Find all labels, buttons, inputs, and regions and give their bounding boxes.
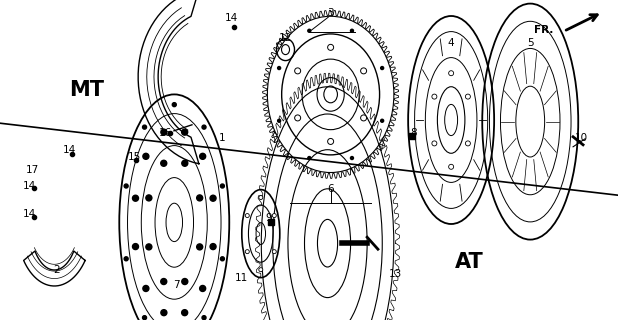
Text: 7: 7 — [173, 280, 179, 290]
Circle shape — [143, 153, 149, 159]
Circle shape — [273, 213, 276, 218]
Circle shape — [465, 141, 470, 146]
Circle shape — [197, 244, 203, 250]
Circle shape — [381, 119, 384, 122]
Text: 2: 2 — [54, 265, 60, 276]
Circle shape — [277, 67, 281, 69]
Circle shape — [182, 278, 188, 284]
Circle shape — [146, 244, 152, 250]
Text: 12: 12 — [279, 33, 292, 43]
Text: 1: 1 — [219, 132, 226, 143]
Circle shape — [308, 29, 311, 32]
Circle shape — [200, 153, 206, 159]
Circle shape — [245, 250, 249, 254]
Circle shape — [221, 184, 224, 188]
Circle shape — [221, 257, 224, 261]
Circle shape — [161, 160, 167, 166]
Circle shape — [295, 68, 300, 74]
Circle shape — [161, 129, 167, 135]
Circle shape — [210, 195, 216, 201]
Circle shape — [197, 195, 203, 201]
Circle shape — [124, 257, 128, 261]
Text: 11: 11 — [234, 273, 248, 284]
Polygon shape — [138, 0, 199, 164]
Circle shape — [143, 125, 146, 129]
Text: 9: 9 — [266, 212, 272, 223]
Circle shape — [182, 129, 188, 135]
Circle shape — [328, 44, 334, 50]
Text: 13: 13 — [389, 268, 402, 279]
Circle shape — [200, 285, 206, 292]
Circle shape — [449, 164, 454, 169]
Circle shape — [432, 141, 437, 146]
Text: 17: 17 — [25, 164, 39, 175]
Circle shape — [350, 156, 353, 160]
Text: AT: AT — [455, 252, 484, 272]
Text: 14: 14 — [23, 180, 36, 191]
Text: 14: 14 — [23, 209, 36, 220]
Circle shape — [308, 156, 311, 160]
Circle shape — [273, 250, 276, 254]
Text: 5: 5 — [527, 38, 533, 48]
Circle shape — [182, 160, 188, 166]
Circle shape — [132, 195, 138, 201]
Circle shape — [161, 278, 167, 284]
Circle shape — [361, 115, 366, 121]
Circle shape — [465, 94, 470, 99]
Circle shape — [172, 103, 176, 107]
Text: 6: 6 — [328, 184, 334, 194]
Circle shape — [182, 310, 188, 316]
Circle shape — [381, 67, 384, 69]
Circle shape — [259, 268, 263, 272]
Circle shape — [245, 213, 249, 218]
Text: 14: 14 — [225, 12, 239, 23]
Circle shape — [143, 285, 149, 292]
Text: 8: 8 — [411, 128, 417, 138]
Circle shape — [132, 244, 138, 250]
Circle shape — [361, 68, 366, 74]
Circle shape — [259, 196, 263, 200]
Circle shape — [202, 125, 206, 129]
Circle shape — [202, 316, 206, 320]
Text: 16: 16 — [159, 128, 172, 138]
Text: 4: 4 — [448, 38, 454, 48]
Text: MT: MT — [69, 80, 104, 100]
Text: 3: 3 — [328, 8, 334, 19]
Circle shape — [449, 71, 454, 76]
Polygon shape — [23, 251, 85, 286]
Circle shape — [432, 94, 437, 99]
Circle shape — [295, 115, 300, 121]
Circle shape — [350, 29, 353, 32]
Circle shape — [124, 184, 128, 188]
Text: FR.: FR. — [534, 25, 553, 36]
Circle shape — [143, 316, 146, 320]
Text: 14: 14 — [63, 145, 77, 156]
Circle shape — [277, 119, 281, 122]
Text: 15: 15 — [128, 152, 142, 162]
Circle shape — [146, 195, 152, 201]
Circle shape — [210, 244, 216, 250]
Circle shape — [328, 139, 334, 144]
Text: 10: 10 — [574, 132, 588, 143]
Circle shape — [161, 310, 167, 316]
